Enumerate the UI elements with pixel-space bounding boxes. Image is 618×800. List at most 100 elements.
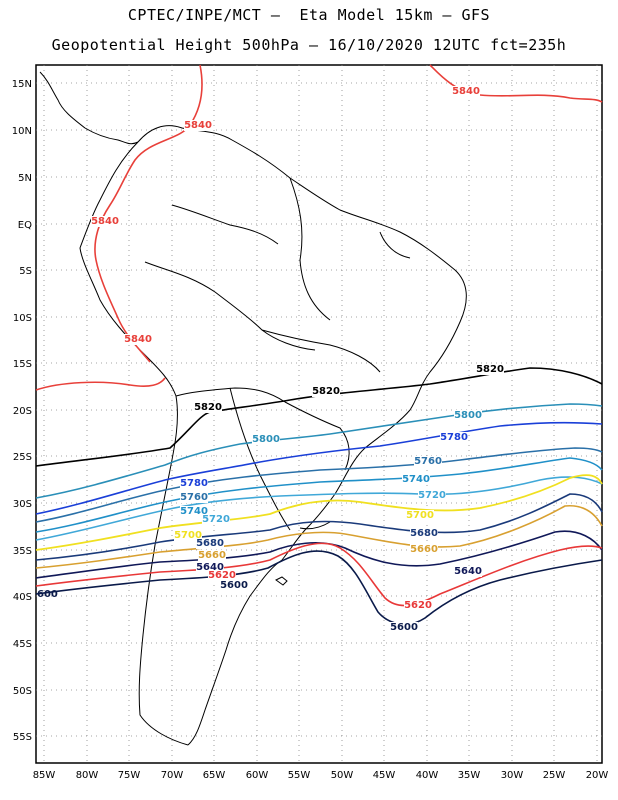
contour-label-5840: 5840 — [91, 216, 119, 227]
contour-label-bg — [402, 474, 430, 485]
contour-label-5700: 5700 — [406, 510, 434, 521]
contour-label-bg — [196, 562, 224, 573]
contour-5740 — [35, 457, 603, 533]
contour-label-bg — [180, 506, 208, 517]
contour-label-5780: 5780 — [440, 432, 468, 443]
contour-5760 — [35, 447, 603, 523]
lat-label: 15N — [12, 79, 32, 90]
contour-label-5840: 5840 — [452, 86, 480, 97]
contour-label-5820: 5820 — [312, 386, 340, 397]
contour-label-5600: 5600 — [220, 580, 248, 591]
lon-label: 40W — [416, 770, 439, 781]
lon-label: 85W — [33, 770, 56, 781]
lon-label: 20W — [586, 770, 609, 781]
contour-label-5620: 5620 — [404, 600, 432, 611]
lon-label: 55W — [288, 770, 311, 781]
contour-label-5600: 5600 — [390, 622, 418, 633]
lat-label: 40S — [13, 592, 32, 603]
lon-label: 50W — [331, 770, 354, 781]
contour-label-bg — [208, 570, 236, 581]
contour-5680 — [35, 493, 603, 561]
title-line-2: Geopotential Height 500hPa – 16/10/2020 … — [51, 36, 567, 54]
contour-label-5660: 5660 — [410, 544, 438, 555]
contour-5800 — [35, 403, 603, 499]
contour-label-bg — [124, 334, 152, 345]
contour-label-bg — [440, 432, 468, 443]
lon-label: 65W — [203, 770, 226, 781]
lat-label: 15S — [13, 359, 32, 370]
contour-label-bg — [452, 86, 480, 97]
contour-label-bg — [220, 580, 248, 591]
contour-label-5680: 5680 — [410, 528, 438, 539]
contour-label-bg — [476, 364, 504, 375]
contour-label-5660: 5660 — [198, 550, 226, 561]
contour-label-bg — [184, 120, 212, 131]
contour-label-5640: 5640 — [196, 562, 224, 573]
lat-label: 55S — [13, 732, 32, 743]
lat-label: 20S — [13, 406, 32, 417]
contour-label-bg — [198, 550, 226, 561]
lat-label: 10N — [12, 126, 32, 137]
contour-5620 — [35, 542, 603, 607]
contour-5640 — [35, 530, 603, 579]
latitude-labels: 15N 10N 5N EQ 5S 10S 15S 20S 25S 30S 35S 40S 45S 50S 5… — [12, 79, 32, 743]
contour-label-bg — [410, 528, 438, 539]
contour-label-5820: 5820 — [476, 364, 504, 375]
contour-label-bg — [174, 530, 202, 541]
contour-label-5740: 5740 — [402, 474, 430, 485]
lon-label: 35W — [458, 770, 481, 781]
contour-label-bg — [410, 544, 438, 555]
title-line-1: CPTEC/INPE/MCT – Eta Model 15km – GFS — [127, 6, 491, 24]
lat-label: 10S — [13, 313, 32, 324]
contour-5820 — [35, 367, 603, 467]
contour-5660 — [35, 505, 603, 569]
contour-label-bg — [196, 538, 224, 549]
contour-5600 — [35, 550, 603, 625]
contour-label-5680: 5680 — [196, 538, 224, 549]
lon-label: 30W — [501, 770, 524, 781]
contour-lines — [35, 64, 603, 625]
contour-label-5720: 5720 — [202, 514, 230, 525]
contour-label-bg — [404, 600, 432, 611]
lat-label: 5N — [18, 173, 32, 184]
contour-5780 — [35, 421, 603, 515]
contour-label-bg — [202, 514, 230, 525]
contour-label-bg — [418, 490, 446, 501]
contour-label-bg — [252, 434, 280, 445]
contour-label-5840: 5840 — [124, 334, 152, 345]
lon-label: 60W — [246, 770, 269, 781]
lon-label: 70W — [161, 770, 184, 781]
contour-label-edge: 600 — [37, 589, 58, 600]
contour-5840 — [35, 377, 166, 391]
lon-label: 25W — [543, 770, 566, 781]
lon-label: 80W — [76, 770, 99, 781]
lat-label: 50S — [13, 686, 32, 697]
contour-label-5800: 5800 — [454, 410, 482, 421]
contour-label-bg — [406, 510, 434, 521]
contour-label-5620: 5620 — [208, 570, 236, 581]
coastlines — [39, 71, 467, 746]
contour-label-bg — [91, 216, 119, 227]
contour-label-bg — [180, 478, 208, 489]
contour-label-5720: 5720 — [418, 490, 446, 501]
lat-label: 35S — [13, 546, 32, 557]
contour-label-bg — [390, 622, 418, 633]
lat-label: EQ — [18, 220, 32, 231]
contour-label-bg — [454, 566, 482, 577]
contour-labels: 5840 5840 5840 5840 5820 5820 5820 5800 5800 5780… — [37, 86, 504, 633]
contour-5720 — [35, 476, 603, 541]
longitude-labels: 85W 80W 75W 70W 65W 60W 55W 50W 45W 40W 35W 30W 25W 2… — [33, 770, 609, 781]
lat-label: 45S — [13, 639, 32, 650]
contour-label-5640: 5640 — [454, 566, 482, 577]
contour-label-bg — [454, 410, 482, 421]
lon-label: 75W — [118, 770, 141, 781]
contour-label-5700: 5700 — [174, 530, 202, 541]
lon-label: 45W — [373, 770, 396, 781]
lat-label: 30S — [13, 499, 32, 510]
contour-label-5740: 5740 — [180, 506, 208, 517]
contour-5700 — [35, 474, 603, 551]
lat-label: 5S — [19, 266, 32, 277]
contour-label-5840: 5840 — [184, 120, 212, 131]
contour-label-bg — [414, 456, 442, 467]
